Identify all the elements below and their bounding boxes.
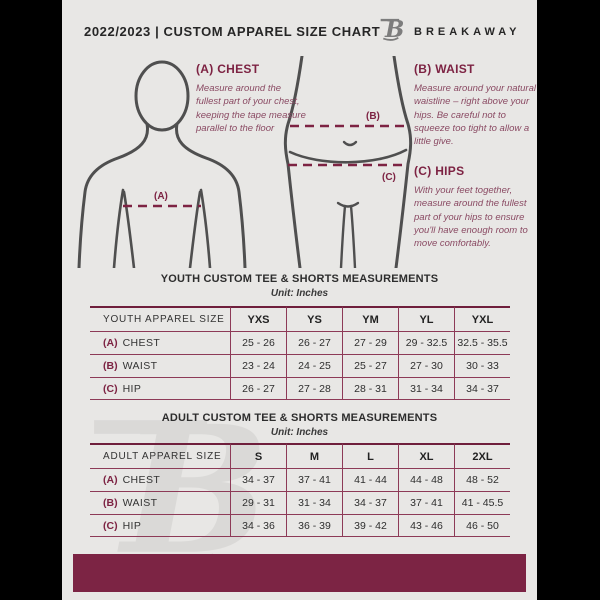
- table-cell: 43 - 46: [398, 514, 454, 537]
- brand-name: BREAKAWAY: [414, 26, 521, 38]
- table-cell: 41 - 44: [342, 468, 398, 491]
- youth-header-size: YOUTH APPAREL SIZE: [90, 306, 230, 331]
- page-title: 2022/2023 | CUSTOM APPAREL SIZE CHART: [84, 24, 381, 39]
- document-canvas: B 2022/2023 | CUSTOM APPAREL SIZE CHART …: [62, 0, 537, 600]
- youth-header-yl: YL: [398, 306, 454, 331]
- footer-accent-bar: [73, 554, 526, 592]
- table-cell: 29 - 31: [230, 491, 286, 514]
- youth-header-ys: YS: [286, 306, 342, 331]
- adult-table-unit: Unit: Inches: [270, 427, 329, 438]
- table-cell: 26 - 27: [230, 377, 286, 400]
- adult-header-xl: XL: [398, 443, 454, 468]
- table-cell: 23 - 24: [230, 354, 286, 377]
- table-cell: 27 - 30: [398, 354, 454, 377]
- waist-instruction-block: (B) WAIST Measure around your natural wa…: [414, 62, 536, 148]
- chest-body-text: Measure around the fullest part of your …: [196, 83, 306, 134]
- table-cell: 41 - 45.5: [454, 491, 510, 514]
- waist-heading: (B) WAIST: [414, 62, 475, 76]
- youth-hip-row-label: (C) HIP: [90, 377, 230, 400]
- youth-header-yxs: YXS: [230, 306, 286, 331]
- table-cell: 36 - 39: [286, 514, 342, 537]
- hips-line-label: (C): [382, 172, 396, 183]
- adult-table-title: ADULT CUSTOM TEE & SHORTS MEASUREMENTS: [161, 412, 438, 424]
- waist-body-text: Measure around your natural waistline – …: [414, 83, 536, 148]
- chest-instruction-block: (A) CHEST Measure around the fullest par…: [196, 62, 308, 135]
- adult-header-s: S: [230, 443, 286, 468]
- hips-heading: (C) HIPS: [414, 164, 465, 178]
- table-cell: 34 - 37: [342, 491, 398, 514]
- table-cell: 28 - 31: [342, 377, 398, 400]
- table-cell: 31 - 34: [286, 491, 342, 514]
- adult-waist-row-label: (B) WAIST: [90, 491, 230, 514]
- table-cell: 25 - 27: [342, 354, 398, 377]
- adult-header-2xl: 2XL: [454, 443, 510, 468]
- chest-line-label: (A): [154, 191, 168, 202]
- table-cell: 30 - 33: [454, 354, 510, 377]
- youth-size-table: YOUTH APPAREL SIZE YXS YS YM YL YXL (A) …: [90, 306, 510, 400]
- table-cell: 31 - 34: [398, 377, 454, 400]
- svg-text:B: B: [116, 388, 269, 583]
- hips-body-text: With your feet together, measure around …: [414, 185, 528, 250]
- waist-line-label: (B): [366, 111, 380, 122]
- adult-size-table: ADULT APPAREL SIZE S M L XL 2XL (A) CHES…: [90, 443, 510, 537]
- table-cell: 25 - 26: [230, 331, 286, 354]
- hips-instruction-block: (C) HIPS With your feet together, measur…: [414, 164, 537, 250]
- youth-table-title: YOUTH CUSTOM TEE & SHORTS MEASUREMENTS: [160, 273, 439, 285]
- adult-chest-row-label: (A) CHEST: [90, 468, 230, 491]
- chest-heading: (A) CHEST: [196, 62, 260, 76]
- adult-header-l: L: [342, 443, 398, 468]
- breakaway-logo-icon: B: [380, 16, 404, 43]
- adult-hip-row-label: (C) HIP: [90, 514, 230, 537]
- table-cell: 37 - 41: [286, 468, 342, 491]
- youth-table-unit: Unit: Inches: [270, 288, 329, 299]
- table-cell: 46 - 50: [454, 514, 510, 537]
- adult-header-size: ADULT APPAREL SIZE: [90, 443, 230, 468]
- table-cell: 24 - 25: [286, 354, 342, 377]
- table-cell: 27 - 28: [286, 377, 342, 400]
- lower-body-diagram: (B) (C): [283, 56, 413, 268]
- svg-text:B: B: [384, 16, 404, 43]
- adult-header-m: M: [286, 443, 342, 468]
- youth-header-yxl: YXL: [454, 306, 510, 331]
- table-cell: 39 - 42: [342, 514, 398, 537]
- table-cell: 34 - 37: [454, 377, 510, 400]
- table-cell: 44 - 48: [398, 468, 454, 491]
- table-cell: 34 - 36: [230, 514, 286, 537]
- table-cell: 26 - 27: [286, 331, 342, 354]
- table-cell: 29 - 32.5: [398, 331, 454, 354]
- youth-chest-row-label: (A) CHEST: [90, 331, 230, 354]
- table-cell: 48 - 52: [454, 468, 510, 491]
- table-cell: 32.5 - 35.5: [454, 331, 510, 354]
- upper-body-diagram: (A): [77, 60, 247, 268]
- youth-header-ym: YM: [342, 306, 398, 331]
- table-cell: 37 - 41: [398, 491, 454, 514]
- table-cell: 34 - 37: [230, 468, 286, 491]
- youth-waist-row-label: (B) WAIST: [90, 354, 230, 377]
- table-cell: 27 - 29: [342, 331, 398, 354]
